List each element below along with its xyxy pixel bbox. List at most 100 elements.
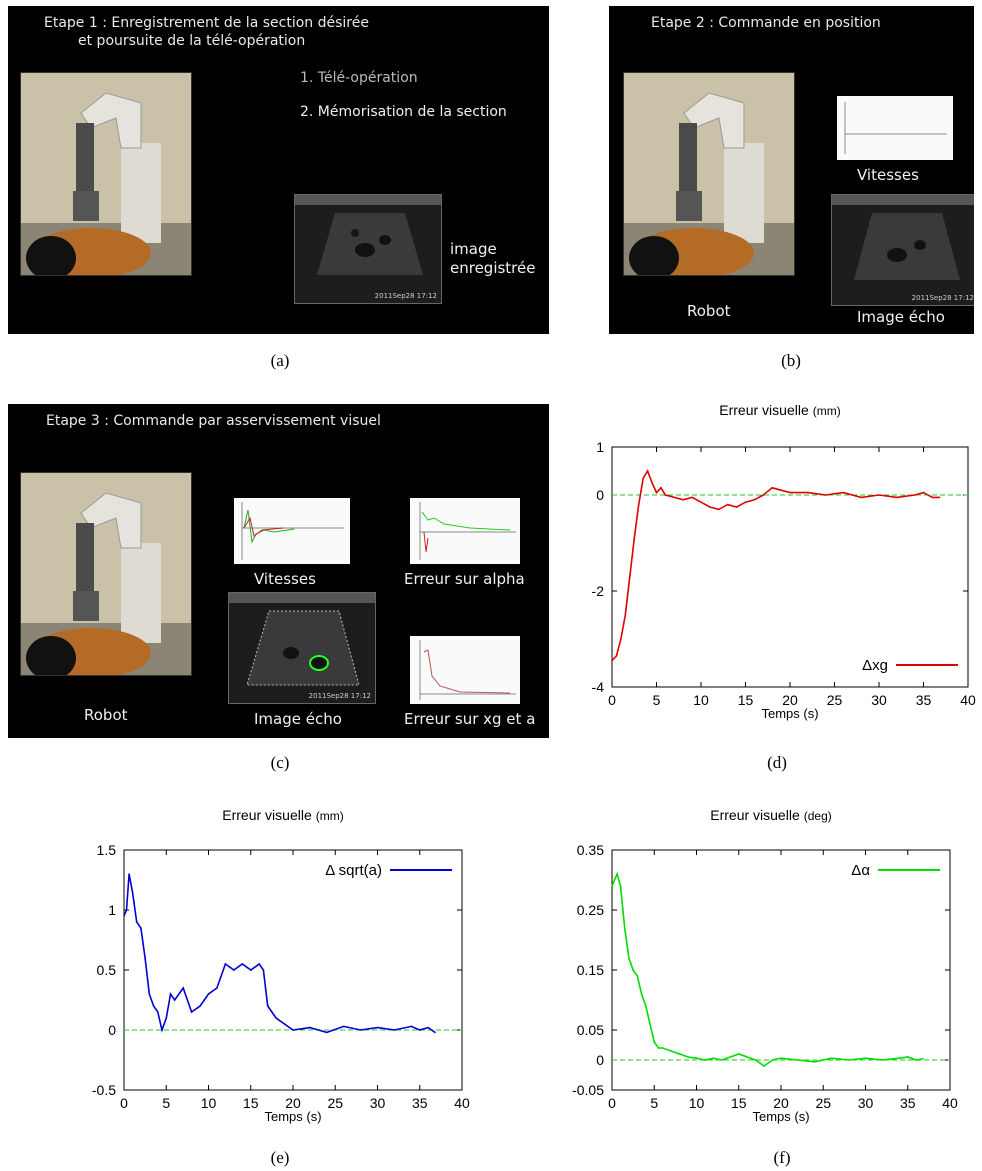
data-point (140, 927, 142, 929)
data-point (418, 1029, 421, 1031)
data-point (931, 496, 934, 499)
y-tick-label: 1.5 (97, 842, 117, 858)
panel-b: Etape 2 : Commande en position Vitesses … (609, 6, 974, 334)
plot-frame (611, 849, 951, 1091)
data-point (842, 491, 845, 494)
x-tick-label: 40 (960, 692, 976, 708)
data-point (393, 1029, 396, 1031)
series-line-f (611, 871, 924, 1067)
data-point (712, 1057, 715, 1059)
echo-date: 2011Sep28 17:12 (308, 692, 371, 700)
data-point (729, 1056, 732, 1058)
image-label-line1: image (450, 240, 497, 258)
data-point (860, 496, 862, 499)
chart-title: Erreur visuelle (mm) (222, 807, 343, 823)
data-point (913, 494, 916, 496)
data-point (128, 873, 130, 875)
y-tick-label: 0.25 (577, 902, 604, 918)
plot-frame (123, 849, 463, 1091)
image-echo-label: Image écho (254, 710, 342, 728)
series-line-e (123, 873, 436, 1034)
data-point (735, 506, 738, 508)
data-point (830, 1057, 833, 1059)
x-tick-label: 35 (900, 1095, 916, 1111)
data-point (673, 496, 676, 499)
panel-a-title-line1: Etape 1 : Enregistrement de la section d… (44, 15, 369, 31)
data-point (427, 1026, 430, 1029)
x-tick-label: 30 (871, 692, 887, 708)
vitesses-thumbnail (837, 96, 953, 160)
x-tick-label: 25 (815, 1095, 831, 1111)
data-point (789, 491, 791, 494)
data-point (161, 1029, 163, 1031)
data-point (611, 885, 613, 887)
x-tick-label: 15 (738, 692, 754, 708)
data-point (847, 1059, 850, 1061)
x-tick-label: 0 (608, 1095, 616, 1111)
data-point (915, 1059, 917, 1061)
data-point (906, 1056, 909, 1058)
erreur-xg-label: Erreur sur xg et a (404, 710, 536, 728)
erreur-alpha-thumbnail (410, 498, 520, 564)
data-point (664, 494, 667, 496)
x-tick-label: 35 (916, 692, 932, 708)
data-point (642, 477, 644, 479)
data-point (619, 885, 622, 887)
step2-text: 2. Mémorisation de la section (300, 104, 507, 120)
data-point (640, 993, 643, 995)
panel-c-title: Etape 3 : Commande par asservissement vi… (46, 413, 381, 429)
caption-f: (f) (773, 1148, 791, 1167)
data-point (718, 508, 720, 511)
data-point (763, 1065, 765, 1067)
x-tick-label: 0 (120, 1095, 128, 1111)
chart-title-unit: (deg) (804, 809, 832, 823)
data-point (780, 489, 782, 491)
data-point (271, 1011, 273, 1013)
data-point (258, 963, 260, 965)
echo-image: 2011Sep28 17:12 (831, 194, 974, 306)
data-point (646, 470, 649, 472)
y-tick-label: 0 (596, 487, 604, 503)
x-tick-label: 25 (827, 692, 843, 708)
data-point (629, 575, 631, 578)
data-point (653, 1041, 656, 1043)
data-point (616, 873, 618, 875)
data-point (721, 1059, 723, 1061)
image-label-line2: enregistrée (450, 259, 536, 277)
y-tick-label: -2 (592, 583, 605, 599)
caption-e: (e) (270, 1148, 290, 1167)
x-tick-label: 10 (693, 692, 709, 708)
data-point (938, 496, 941, 499)
data-point (637, 503, 640, 506)
chart-title: Erreur visuelle (deg) (710, 807, 832, 823)
data-point (326, 1031, 328, 1034)
x-tick-label: 5 (162, 1095, 170, 1111)
data-point (152, 1005, 155, 1007)
data-point (292, 1029, 294, 1031)
y-tick-label: 0.35 (577, 842, 604, 858)
data-point (660, 487, 662, 489)
data-point (678, 1053, 681, 1055)
data-point (824, 494, 827, 496)
data-point (898, 1057, 901, 1059)
data-point (216, 987, 218, 989)
echo-image: 2011Sep28 17:12 (228, 592, 376, 704)
y-tick-label: 0.05 (577, 1022, 604, 1038)
y-tick-label: 0.5 (97, 962, 117, 978)
data-point (922, 1058, 924, 1060)
data-point (182, 987, 184, 989)
data-point (682, 499, 684, 501)
caption-c: (c) (270, 753, 290, 772)
x-tick-label: 20 (773, 1095, 789, 1111)
x-axis-label: Temps (s) (264, 1109, 321, 1124)
vitesses-label: Vitesses (857, 166, 919, 184)
data-point (199, 1005, 201, 1007)
step1-text: 1. Télé-opération (300, 70, 418, 86)
data-point (762, 494, 765, 496)
x-tick-label: 0 (608, 692, 616, 708)
robot-label: Robot (687, 302, 731, 320)
robot-photo (623, 72, 795, 276)
chart-d: Erreur visuelle (mm)0 5 10 15 20 25 30 35 4010-2-… (592, 402, 976, 721)
echo-date: 2011Sep28 17:12 (911, 294, 974, 302)
data-point (864, 1057, 867, 1059)
